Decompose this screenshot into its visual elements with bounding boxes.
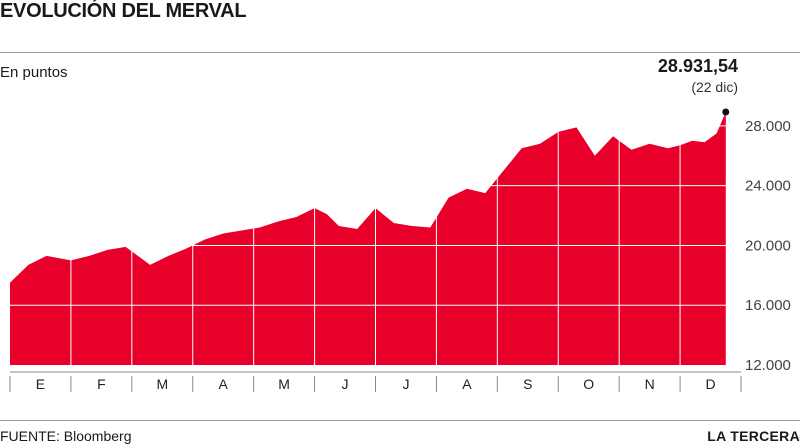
y-tick-label: 12.000 [745, 357, 791, 374]
last-date-label: (22 dic) [691, 79, 738, 95]
month-label: J [342, 376, 349, 392]
brand-label: LA TERCERA [707, 428, 800, 444]
last-value-label: 28.931,54 [657, 56, 738, 76]
y-tick-label: 16.000 [745, 297, 791, 314]
month-label: F [97, 376, 106, 392]
bottom-divider [0, 420, 800, 421]
y-tick-label: 24.000 [745, 178, 791, 195]
y-unit-label: En puntos [0, 64, 68, 81]
month-label: A [462, 376, 472, 392]
month-label: J [402, 376, 409, 392]
last-point-marker [722, 108, 730, 116]
month-label: A [219, 376, 229, 392]
merval-area [10, 112, 726, 365]
source-label: FUENTE: Bloomberg [0, 428, 132, 444]
month-label: E [36, 376, 45, 392]
month-label: M [278, 376, 290, 392]
month-label: N [645, 376, 655, 392]
month-label: S [523, 376, 532, 392]
top-divider [0, 52, 800, 53]
month-label: M [156, 376, 168, 392]
month-label: O [583, 376, 594, 392]
plot-area: 12.000 16.000 20.000 24.000 28.000 E F M A M J J A S O… [9, 96, 791, 392]
y-tick-label: 20.000 [745, 237, 791, 254]
chart-title: EVOLUCIÓN DEL MERVAL [0, 0, 247, 22]
month-label: D [705, 376, 715, 392]
y-tick-label: 28.000 [745, 118, 791, 135]
